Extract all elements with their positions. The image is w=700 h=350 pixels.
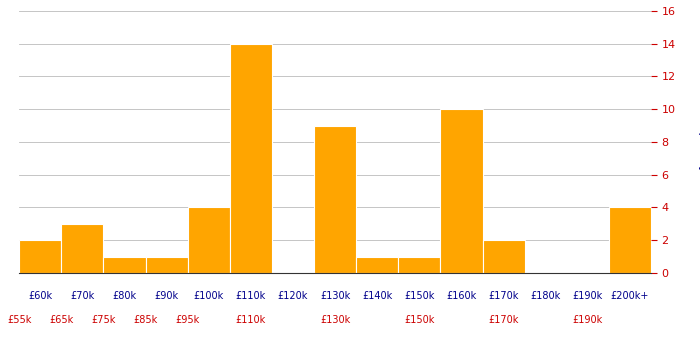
Y-axis label: Frequency: Frequency (696, 110, 700, 174)
Bar (146, 257, 188, 273)
Text: £80k: £80k (113, 291, 136, 301)
Bar (19, 240, 62, 273)
Text: £70k: £70k (70, 291, 94, 301)
Bar (440, 109, 482, 273)
Bar (609, 208, 651, 273)
Bar (482, 240, 524, 273)
Text: £140k: £140k (362, 291, 392, 301)
Text: £120k: £120k (278, 291, 308, 301)
Bar (314, 126, 356, 273)
Text: £100k: £100k (194, 291, 224, 301)
Text: £200k+: £200k+ (611, 291, 649, 301)
Text: £180k: £180k (531, 291, 561, 301)
Text: £60k: £60k (28, 291, 52, 301)
Bar (188, 208, 230, 273)
Text: £150k: £150k (404, 315, 435, 325)
Bar (230, 44, 272, 273)
Text: £190k: £190k (573, 291, 603, 301)
Text: £110k: £110k (236, 315, 266, 325)
Text: £150k: £150k (404, 291, 435, 301)
Text: £65k: £65k (49, 315, 74, 325)
Text: £110k: £110k (236, 291, 266, 301)
Bar (62, 224, 104, 273)
Text: £85k: £85k (134, 315, 158, 325)
Text: £75k: £75k (91, 315, 116, 325)
Text: £170k: £170k (489, 315, 519, 325)
Bar (104, 257, 146, 273)
Text: £55k: £55k (7, 315, 31, 325)
Text: £90k: £90k (155, 291, 178, 301)
Bar (398, 257, 440, 273)
Text: £95k: £95k (176, 315, 199, 325)
Bar (356, 257, 398, 273)
Text: £190k: £190k (573, 315, 603, 325)
Text: £130k: £130k (320, 315, 350, 325)
Text: £160k: £160k (447, 291, 477, 301)
Text: £170k: £170k (489, 291, 519, 301)
Text: £130k: £130k (320, 291, 350, 301)
